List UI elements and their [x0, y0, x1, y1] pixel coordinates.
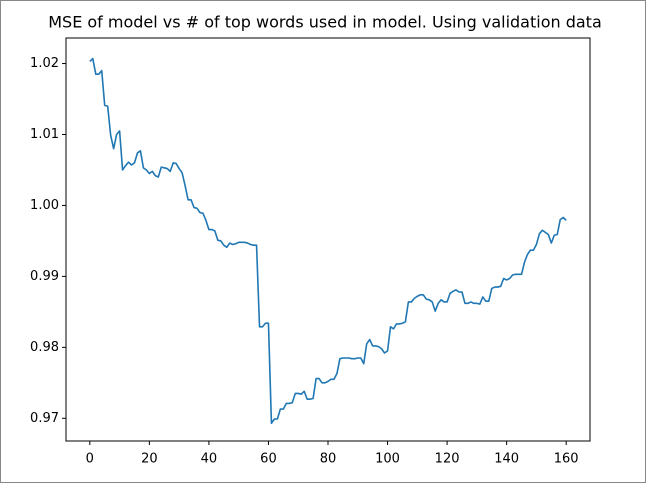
x-tick-label: 100 — [375, 452, 400, 467]
chart-title: MSE of model vs # of top words used in m… — [48, 13, 602, 32]
x-tick-label: 40 — [201, 452, 218, 467]
x-tick-label: 80 — [320, 452, 337, 467]
x-tick-label: 120 — [435, 452, 460, 467]
data-line — [89, 57, 567, 425]
x-tick-label: 20 — [141, 452, 158, 467]
y-tick-label: 0.99 — [30, 269, 59, 284]
x-tick-label: 140 — [494, 452, 519, 467]
x-tick-label: 160 — [554, 452, 579, 467]
y-tick-label: 0.97 — [30, 411, 59, 426]
x-tick-label: 60 — [260, 452, 277, 467]
x-tick-label: 0 — [86, 452, 94, 467]
y-tick-label: 0.98 — [30, 340, 59, 355]
y-tick-label: 1.00 — [30, 198, 59, 213]
y-tick-label: 1.02 — [30, 56, 59, 71]
y-tick-label: 1.01 — [30, 127, 59, 142]
